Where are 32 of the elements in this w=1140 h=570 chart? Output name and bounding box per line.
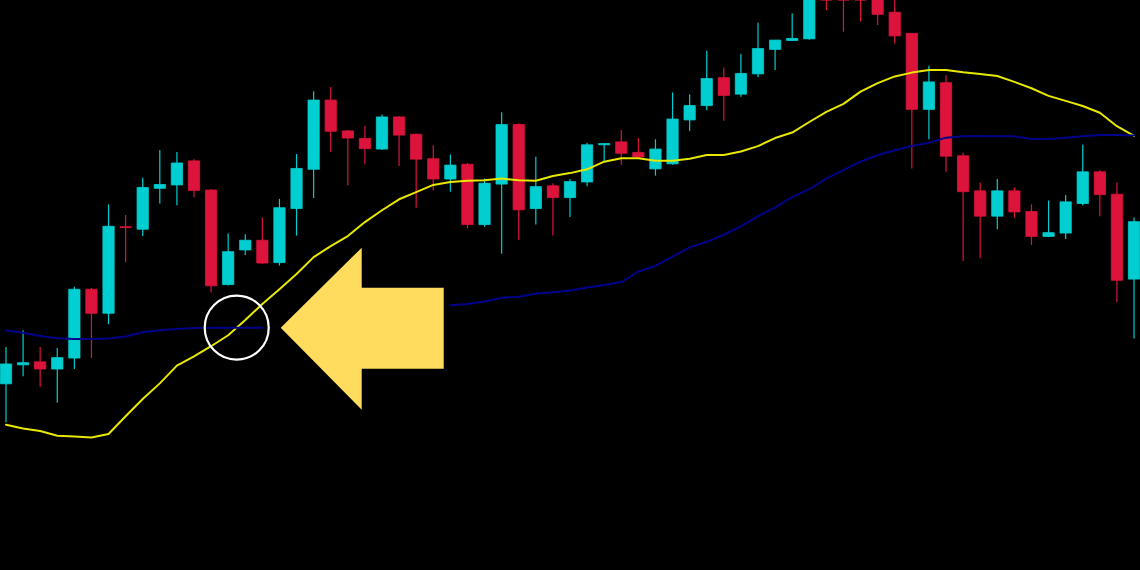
candlestick <box>854 0 867 23</box>
candlestick <box>358 125 371 165</box>
candlestick <box>427 144 440 192</box>
candlestick <box>0 346 13 423</box>
candlestick <box>717 66 730 122</box>
candlestick <box>34 346 47 388</box>
candlestick <box>17 329 30 377</box>
candlestick <box>444 153 457 193</box>
candlestick <box>563 178 577 218</box>
candlestick <box>51 347 64 404</box>
candlestick <box>615 129 628 166</box>
candlestick <box>546 182 559 237</box>
candlestick <box>170 151 183 206</box>
candlestick <box>769 39 782 71</box>
candlestick <box>239 233 252 256</box>
candlestick <box>393 115 406 167</box>
candlestick <box>1008 186 1021 219</box>
candlestick <box>256 216 269 265</box>
candlestick <box>786 12 799 42</box>
candlestick <box>871 0 884 26</box>
candlestick <box>341 129 354 186</box>
candlestick <box>649 138 662 177</box>
candlestick <box>529 156 542 226</box>
candlestick <box>734 53 747 98</box>
candlestick <box>153 149 166 205</box>
candlestick <box>1093 169 1106 217</box>
candlestick <box>888 0 901 45</box>
candlestick <box>683 93 696 132</box>
candlestick <box>1042 199 1055 238</box>
candlestick <box>837 0 850 33</box>
candlestick <box>598 142 611 162</box>
candlestick <box>119 214 132 263</box>
